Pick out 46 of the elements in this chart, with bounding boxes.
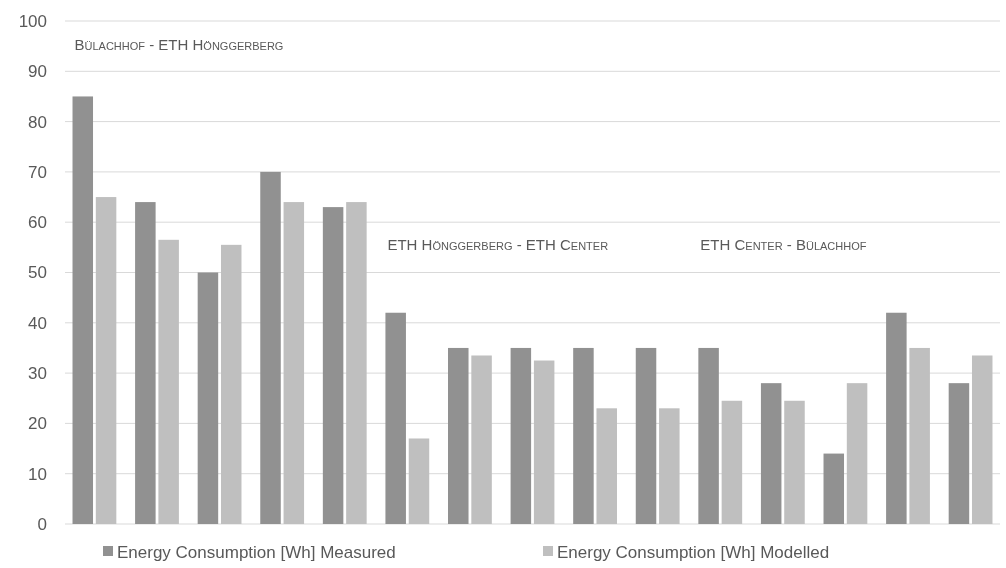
bar: [510, 347, 532, 524]
bar: [846, 383, 868, 524]
bar: [322, 207, 344, 524]
bar: [471, 355, 492, 524]
bar: [533, 360, 555, 524]
y-tick-label: 100: [18, 11, 47, 31]
bar: [135, 202, 156, 524]
bar: [596, 408, 617, 524]
bar: [971, 355, 993, 524]
bar: [220, 244, 242, 524]
bar: [948, 383, 970, 524]
y-tick-label: 60: [28, 213, 47, 233]
y-tick-label: 30: [28, 364, 47, 384]
annotation: Bülachhof - ETH Hönggerberg: [74, 36, 284, 54]
bar: [95, 197, 117, 524]
bar: [72, 96, 94, 524]
bar: [573, 347, 594, 524]
annotation: ETH Hönggerberg - ETH Center: [387, 236, 609, 254]
bar: [635, 347, 657, 524]
y-tick-label: 50: [28, 263, 47, 283]
y-tick-label: 20: [28, 414, 47, 434]
bar: [909, 347, 930, 524]
bar: [698, 347, 719, 524]
bar: [158, 239, 179, 524]
bar: [823, 453, 845, 524]
y-tick-label: 70: [28, 162, 47, 182]
bar: [408, 438, 430, 524]
bar: [197, 272, 219, 524]
bar: [260, 171, 281, 524]
annotation: ETH Center - Bülachhof: [700, 236, 867, 254]
bar: [659, 408, 680, 524]
legend-label: Energy Consumption [Wh] Measured: [117, 542, 396, 562]
y-tick-label: 80: [28, 112, 47, 132]
y-tick-label: 10: [28, 464, 47, 484]
y-tick-label: 90: [28, 62, 47, 82]
bar: [346, 202, 367, 524]
bar: [385, 312, 406, 524]
bar: [448, 347, 469, 524]
y-tick-label: 40: [28, 313, 47, 333]
bar: [784, 400, 805, 524]
bar: [886, 312, 907, 524]
bar: [283, 202, 305, 524]
legend-label: Energy Consumption [Wh] Modelled: [557, 542, 830, 562]
bar: [760, 383, 782, 524]
bar: [721, 400, 743, 524]
y-tick-label: 0: [37, 514, 47, 534]
